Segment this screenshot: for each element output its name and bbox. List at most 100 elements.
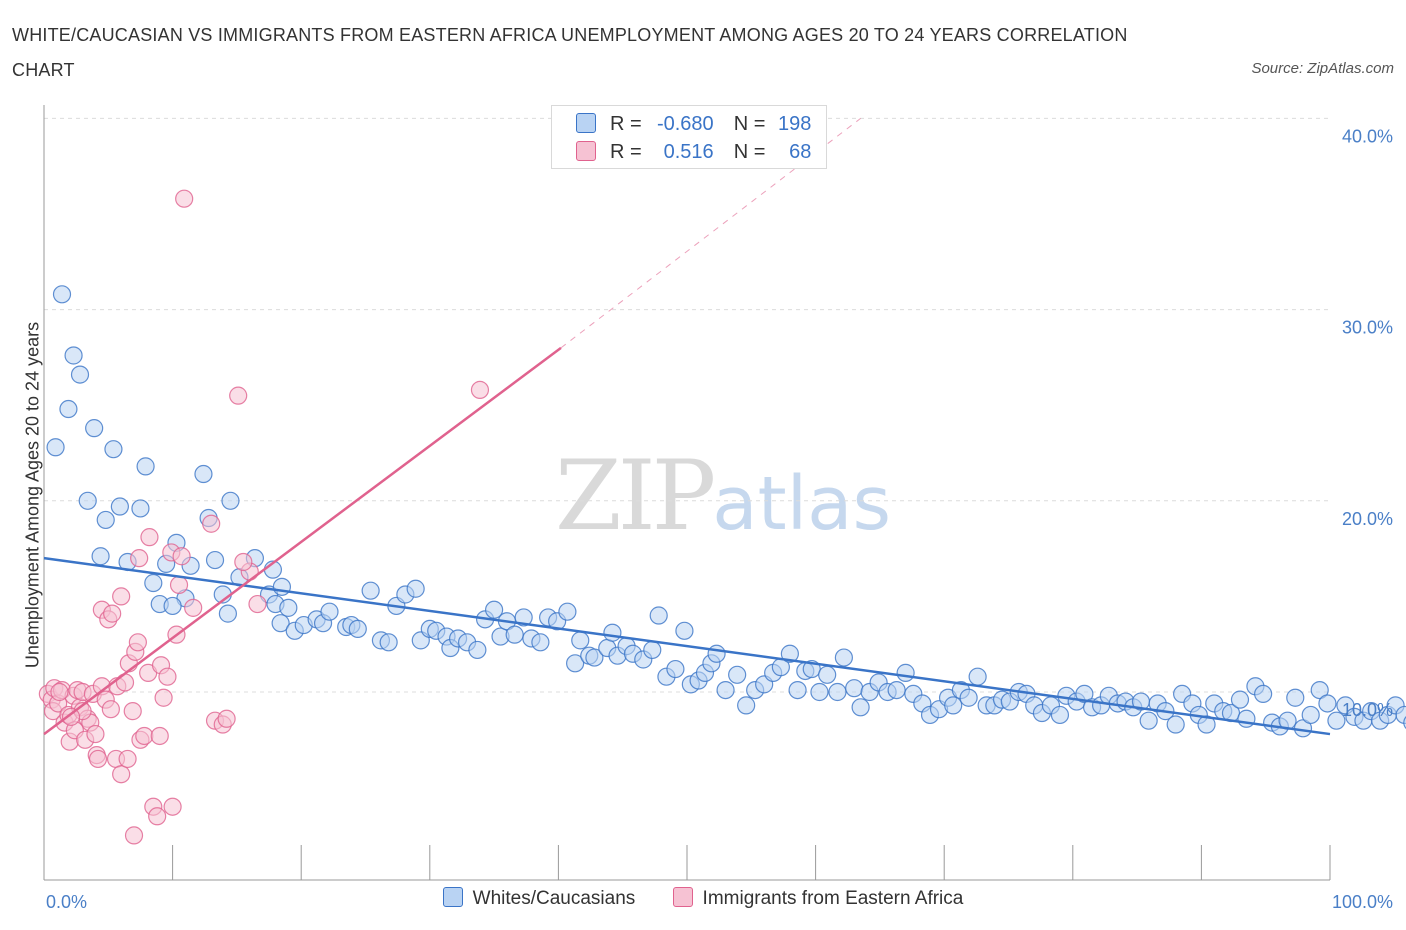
data-point [50, 682, 69, 702]
data-point [110, 497, 129, 516]
data-point [716, 680, 735, 700]
n-value: 68 [789, 141, 812, 163]
data-point [788, 680, 807, 700]
data-point [1286, 688, 1305, 707]
watermark: ZIPatlas [555, 440, 891, 552]
data-point [379, 633, 398, 652]
data-point [1050, 705, 1070, 725]
data-point [217, 709, 236, 728]
data-point [279, 598, 298, 617]
data-point [78, 491, 97, 510]
legend-row-whites: R = -0.680 N = 198 [576, 110, 811, 138]
legend-label-whites: Whites/Caucasians [472, 888, 636, 909]
data-point [52, 285, 72, 304]
data-point [140, 528, 159, 547]
data-point [485, 600, 504, 619]
data-point [585, 648, 604, 667]
data-point [810, 682, 829, 702]
data-point [112, 587, 131, 606]
data-point [1301, 705, 1320, 725]
y-tick-label: 40.0% [1342, 126, 1393, 146]
n-label: N = [733, 141, 766, 163]
y-tick-label: 10.0% [1342, 700, 1393, 720]
data-point [361, 581, 380, 600]
data-point [468, 640, 487, 660]
series-whites-points [46, 285, 1406, 738]
data-point [320, 602, 339, 621]
data-point [505, 625, 524, 644]
r-label: R = [610, 141, 642, 163]
data-point [154, 688, 173, 707]
data-point [1327, 711, 1346, 730]
data-point [104, 440, 123, 459]
data-point [112, 765, 131, 784]
data-point [59, 399, 78, 419]
data-point [148, 807, 167, 826]
data-point [728, 665, 747, 684]
data-point [959, 688, 978, 707]
data-point [175, 189, 194, 208]
data-point [1310, 680, 1329, 700]
data-point [194, 464, 213, 484]
data-point [158, 667, 177, 686]
data-point [514, 608, 533, 627]
x-tick-label: 0.0% [46, 892, 87, 912]
data-point [896, 663, 915, 682]
data-point [1403, 716, 1406, 730]
data-point [123, 702, 142, 721]
watermark-zip: ZIP [555, 440, 716, 552]
r-value: 0.516 [663, 141, 714, 163]
data-point [103, 604, 122, 623]
data-point [101, 700, 120, 719]
data-point [128, 633, 147, 652]
data-point [150, 726, 169, 746]
data-point [707, 644, 726, 663]
data-point [46, 438, 65, 457]
data-point [571, 631, 590, 650]
data-point [470, 380, 490, 400]
source-label: Source: ZipAtlas.com [1251, 60, 1394, 77]
data-point [218, 604, 237, 623]
data-point [737, 696, 756, 715]
data-point [202, 514, 221, 533]
data-point [221, 491, 240, 510]
correlation-legend: R = -0.680 N = 198 R = 0.516 N = 68 [551, 105, 827, 169]
tick-labels: 10.0% 20.0% 30.0% 40.0% 0.0% 100.0% [46, 126, 1393, 912]
data-point [887, 680, 906, 700]
data-point [649, 606, 668, 625]
data-point [675, 621, 694, 640]
data-point [851, 698, 870, 717]
watermark-atlas: atlas [712, 461, 892, 547]
data-point [834, 648, 853, 667]
data-point [566, 654, 585, 673]
axes [43, 105, 1331, 881]
legend-swatch-blue [442, 886, 463, 907]
data-point [1318, 694, 1337, 713]
data-point [131, 499, 150, 518]
data-point [1230, 690, 1250, 709]
gridlines [44, 117, 1330, 693]
r-label: R = [610, 113, 642, 135]
data-point [1237, 709, 1256, 728]
data-point [1139, 711, 1158, 730]
data-point [1254, 684, 1273, 704]
data-point [780, 644, 799, 663]
y-tick-label: 30.0% [1342, 318, 1393, 338]
data-point [118, 749, 137, 769]
data-point [845, 679, 864, 698]
data-point [603, 623, 622, 642]
data-point [248, 594, 267, 614]
data-point [828, 682, 847, 702]
data-point [85, 419, 104, 438]
data-point [88, 749, 108, 769]
data-point [944, 696, 963, 715]
data-point [205, 550, 225, 570]
legend-swatch-pink [576, 140, 596, 161]
data-point [91, 547, 110, 566]
data-point [818, 665, 837, 684]
legend-item-immigrants: Immigrants from Eastern Africa [672, 886, 963, 910]
data-point [271, 614, 290, 633]
data-point [666, 659, 685, 679]
data-point [124, 826, 144, 845]
legend-row-immigrants: R = 0.516 N = 68 [576, 138, 811, 166]
